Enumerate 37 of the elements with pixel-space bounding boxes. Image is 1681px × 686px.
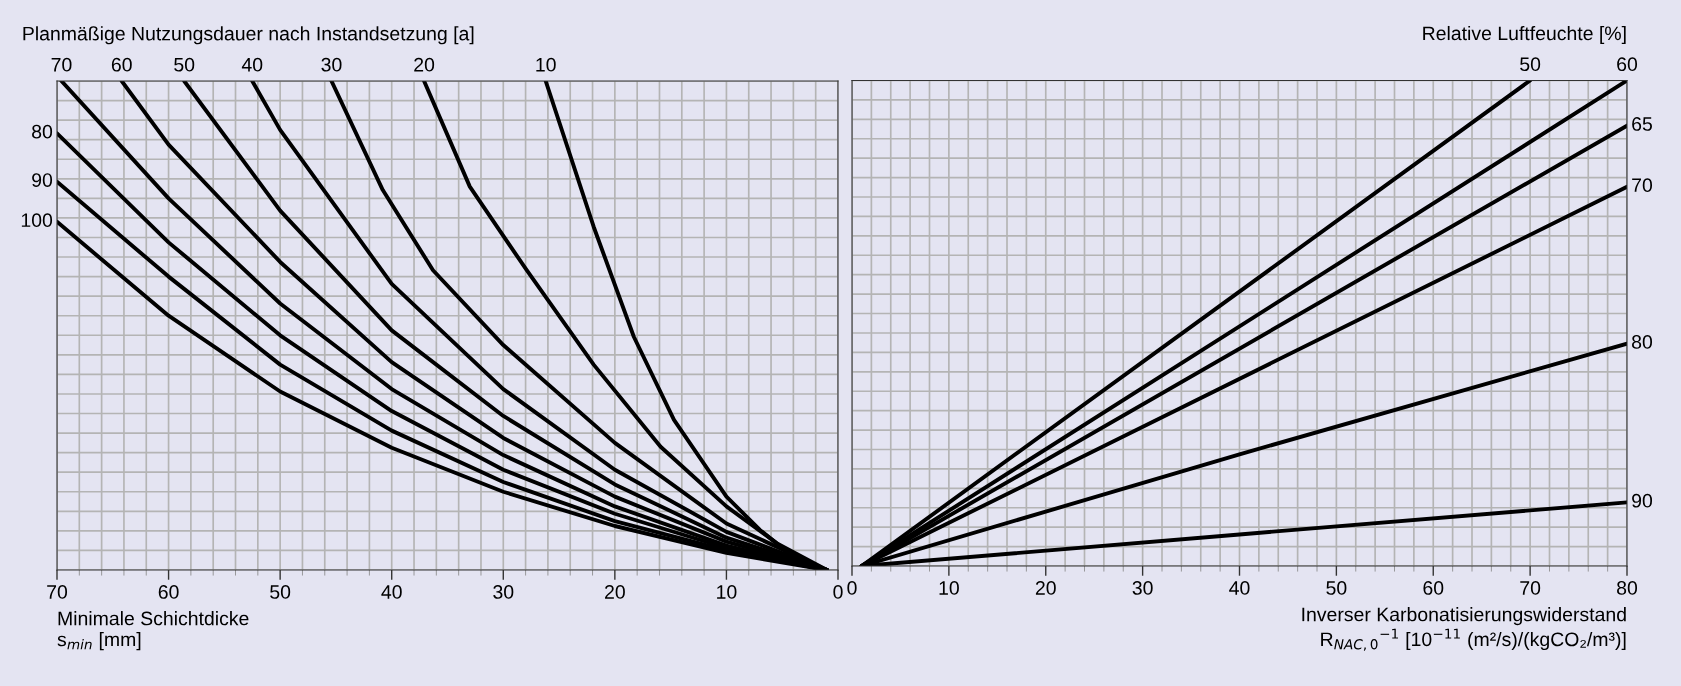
series-label: 60 xyxy=(1617,57,1638,72)
series-label: 90 xyxy=(1632,493,1653,508)
x-tick-label: 70 xyxy=(47,585,68,599)
x-tick-label: 20 xyxy=(1035,581,1056,595)
x-tick-label: 0 xyxy=(847,581,857,595)
series-label: 70 xyxy=(51,57,72,72)
x-tick-label: 0 xyxy=(833,585,843,599)
x-tick-label: 60 xyxy=(158,585,179,599)
x-tick-label: 80 xyxy=(1617,581,1638,595)
series-label: 20 xyxy=(414,57,435,72)
legend-title: Relative Luftfeuchte [%] xyxy=(1423,25,1626,45)
x-axis-title: Inverser Karbonatisierungswiderstand R$_{NAC,0}$$^{−1}$ [10$^{−11}$ (m²/s)/(kgCO₂/m³)] xyxy=(1302,607,1626,651)
legend-title: Planmäßige Nutzungsdauer nach Instandsetzung [a] xyxy=(23,26,474,45)
x-tick-label: 30 xyxy=(1132,581,1153,595)
series-label: 65 xyxy=(1632,117,1652,131)
series-label: 50 xyxy=(174,57,195,72)
x-tick-label: 50 xyxy=(1326,581,1347,595)
x-tick-label: 20 xyxy=(605,585,625,599)
x-tick-label: 30 xyxy=(493,585,514,599)
series-label: 60 xyxy=(111,57,132,72)
series-label: 70 xyxy=(1632,178,1653,193)
series-label: 30 xyxy=(321,57,342,72)
x-tick-label: 40 xyxy=(381,585,402,599)
x-tick-label: 40 xyxy=(1229,581,1250,595)
x-tick-label: 10 xyxy=(939,581,959,595)
x-tick-label: 10 xyxy=(717,585,737,599)
x-axis-title: Minimale Schichtdicke s$_{min}$ [mm] xyxy=(57,611,249,651)
x-tick-label: 50 xyxy=(270,585,291,599)
series-label: 100 xyxy=(21,213,53,228)
x-tick-label: 60 xyxy=(1423,581,1444,595)
series-label: 80 xyxy=(32,124,53,139)
series-label: 10 xyxy=(536,57,556,72)
series-label: 50 xyxy=(1520,57,1541,72)
series-label: 90 xyxy=(32,173,53,187)
x-tick-label: 70 xyxy=(1520,581,1541,595)
series-label: 40 xyxy=(241,57,263,72)
series-label: 80 xyxy=(1632,335,1653,349)
